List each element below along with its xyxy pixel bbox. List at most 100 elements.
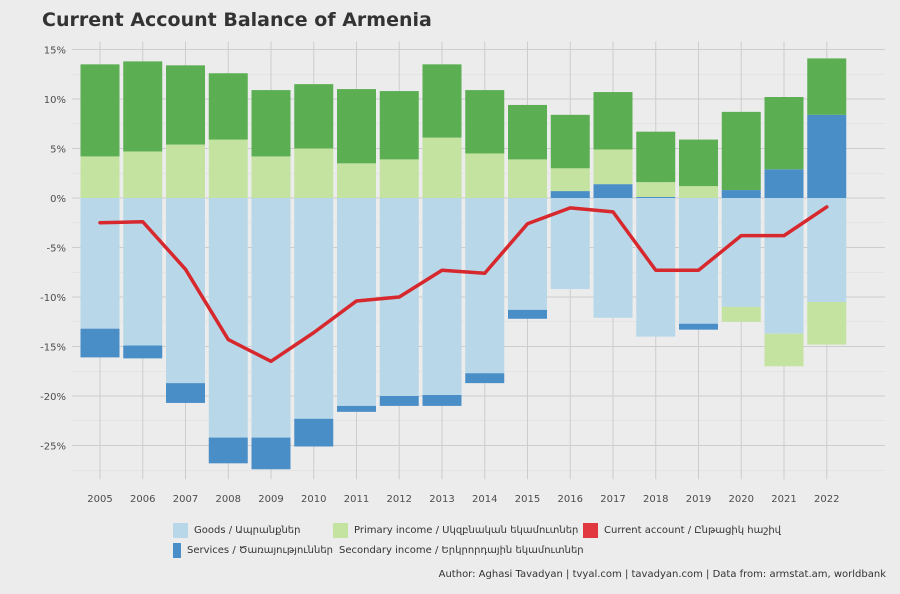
bar-goods-2020	[721, 198, 761, 307]
bar-services-2014	[465, 373, 505, 384]
bar-primary-income-2013	[422, 137, 462, 198]
y-tick-label: 5%	[50, 145, 66, 156]
bar-services-2016	[550, 191, 590, 198]
bar-primary-income-2007	[166, 144, 205, 198]
current-account-series-line	[98, 205, 829, 364]
bar-secondary-income-2017	[593, 92, 633, 150]
x-tick-label: 2020	[729, 494, 754, 505]
bar-secondary-income-2013	[422, 64, 462, 138]
bar-secondary-income-2008	[208, 73, 248, 140]
bar-services-2011	[337, 405, 376, 412]
x-tick-label: 2014	[472, 494, 497, 505]
x-tick-label: 2011	[344, 494, 369, 505]
bar-secondary-income-2007	[166, 65, 205, 145]
legend-swatch	[333, 522, 348, 538]
legend-item-goods: Goods / Ապրանքներ	[173, 522, 333, 538]
bar-services-2012	[379, 396, 419, 406]
y-tick-label: -5%	[47, 244, 66, 255]
current-account-line	[98, 205, 829, 364]
legend: Goods / Ապրանքներ Primary income / Սկզբն…	[173, 522, 803, 558]
bar-primary-income-2020	[721, 306, 761, 322]
bar-secondary-income-2005	[80, 64, 120, 157]
bar-primary-income-2011	[337, 163, 376, 198]
bar-secondary-income-2020	[721, 111, 761, 191]
bar-primary-income-2018	[636, 182, 676, 198]
bar-goods-2021	[764, 198, 804, 334]
bar-primary-income-2021	[764, 333, 804, 367]
legend-item-services: Services / Ծառայություններ	[173, 542, 333, 558]
y-tick-label: 15%	[44, 46, 66, 57]
bar-secondary-income-2019	[679, 139, 718, 187]
legend-swatch	[173, 522, 188, 538]
bar-primary-income-2005	[80, 156, 120, 198]
x-tick-label: 2009	[258, 494, 283, 505]
bar-primary-income-2019	[679, 186, 718, 198]
x-tick-label: 2017	[600, 494, 625, 505]
bar-services-2015	[508, 309, 547, 319]
x-tick-label: 2008	[216, 494, 241, 505]
y-tick-label: 0%	[50, 194, 66, 205]
bar-services-2017	[593, 184, 633, 198]
bar-secondary-income-2015	[508, 104, 547, 160]
bar-primary-income-2014	[465, 153, 505, 198]
bar-goods-2018	[636, 198, 676, 337]
bar-services-2009	[251, 437, 291, 470]
bar-primary-income-2015	[508, 159, 547, 198]
bar-services-2018	[636, 197, 676, 198]
bar-secondary-income-2021	[764, 97, 804, 170]
x-tick-label: 2021	[771, 494, 796, 505]
legend-swatch	[583, 522, 598, 538]
x-tick-label: 2016	[558, 494, 583, 505]
y-axis-ticks: 15% 10% 5% 0% -5% -10% -15% -20% -25%	[40, 46, 66, 453]
legend-item-current-account: Current account / Ընթացիկ հաշիվ	[583, 522, 803, 538]
bar-secondary-income-2016	[550, 114, 590, 169]
bar-goods-2009	[251, 198, 291, 438]
bar-secondary-income-2014	[465, 90, 505, 154]
bar-primary-income-2006	[123, 151, 163, 198]
bar-goods-2014	[465, 198, 505, 374]
bar-goods-2005	[80, 198, 120, 329]
legend-label: Primary income / Սկզբնական եկամուտներ	[354, 524, 579, 536]
bar-primary-income-2022	[807, 301, 847, 345]
bar-secondary-income-2012	[379, 91, 419, 160]
legend-item-primary-income: Primary income / Սկզբնական եկամուտներ	[333, 522, 583, 538]
bar-goods-2017	[593, 198, 633, 318]
bars	[80, 58, 847, 470]
legend-label: Goods / Ապրանքներ	[194, 524, 301, 536]
bar-secondary-income-2011	[337, 89, 376, 164]
bar-primary-income-2016	[550, 168, 590, 192]
x-tick-label: 2010	[301, 494, 326, 505]
bar-services-2005	[80, 328, 120, 358]
x-axis-ticks: 2005 2006 2007 2008 2009 2010 2011 2012 2013 2014…	[87, 494, 839, 505]
legend-label: Secondary income / Երկրորդային եկամուտնե…	[339, 544, 584, 556]
bar-goods-2013	[422, 198, 462, 396]
x-tick-label: 2015	[515, 494, 540, 505]
bar-services-2013	[422, 395, 462, 406]
y-tick-label: -20%	[40, 392, 66, 403]
bar-services-2019	[679, 323, 718, 330]
bar-primary-income-2010	[294, 148, 334, 198]
x-tick-label: 2022	[814, 494, 839, 505]
y-tick-label: 10%	[44, 95, 66, 106]
bar-services-2007	[166, 383, 205, 403]
legend-item-secondary-income: Secondary income / Երկրորդային եկամուտնե…	[333, 542, 584, 558]
x-tick-label: 2006	[130, 494, 155, 505]
bar-primary-income-2009	[251, 156, 291, 198]
legend-label: Current account / Ընթացիկ հաշիվ	[604, 524, 782, 536]
bar-secondary-income-2022	[807, 58, 847, 115]
bar-goods-2015	[508, 198, 547, 310]
x-tick-label: 2007	[173, 494, 198, 505]
bar-services-2008	[208, 437, 248, 464]
bar-primary-income-2017	[593, 149, 633, 185]
bar-secondary-income-2018	[636, 131, 676, 183]
chart-caption: Author: Aghasi Tavadyan | tvyal.com | ta…	[438, 569, 886, 580]
y-tick-label: -15%	[40, 343, 66, 354]
x-tick-label: 2005	[87, 494, 112, 505]
bar-secondary-income-2010	[294, 84, 334, 149]
bar-services-2020	[721, 190, 761, 198]
y-tick-label: -10%	[40, 293, 66, 304]
x-tick-label: 2012	[387, 494, 412, 505]
bar-secondary-income-2006	[123, 61, 163, 152]
bar-services-2022	[807, 114, 847, 198]
